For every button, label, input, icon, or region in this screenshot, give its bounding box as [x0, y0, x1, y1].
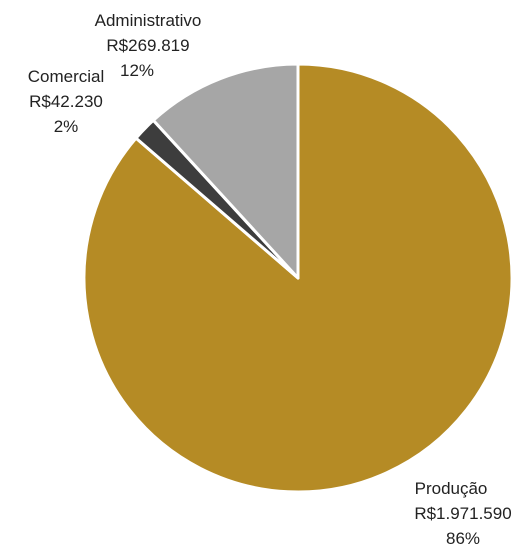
label-producao: Produção R$1.971.590 86%: [414, 479, 511, 547]
pie-slices: [82, 62, 514, 494]
slice-value-comercial: R$42.230: [29, 92, 103, 111]
pie-slice-administrativo: [151, 62, 300, 280]
slice-percent-comercial: 2%: [54, 117, 79, 136]
slice-name-administrativo: Administrativo: [95, 11, 202, 30]
slice-value-producao: R$1.971.590: [414, 504, 511, 523]
slice-percent-producao: 86%: [446, 529, 480, 547]
slice-value-administrativo: R$269.819: [106, 36, 189, 55]
label-administrativo: Administrativo R$269.819 12%: [95, 11, 202, 80]
label-comercial: Comercial R$42.230 2%: [28, 67, 105, 136]
slice-name-comercial: Comercial: [28, 67, 105, 86]
slice-name-producao: Produção: [415, 479, 488, 498]
slice-percent-administrativo: 12%: [120, 61, 154, 80]
